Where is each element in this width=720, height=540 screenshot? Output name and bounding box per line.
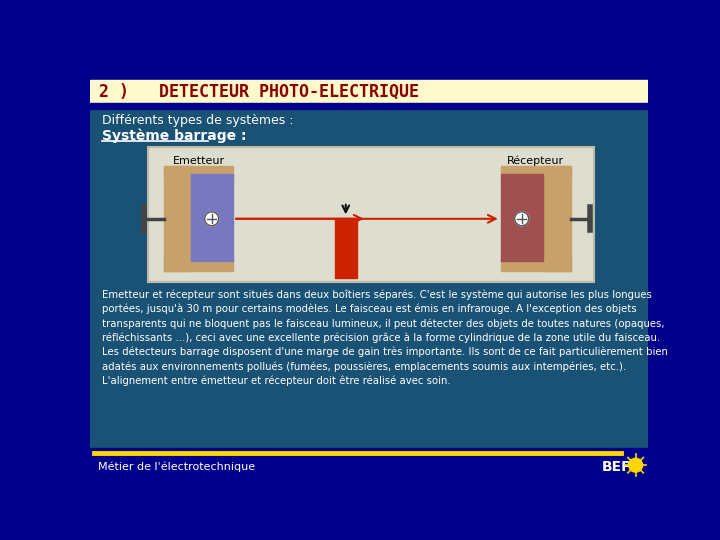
Bar [163,257,233,271]
Bar [544,166,570,271]
Bar [500,166,570,180]
Bar [191,174,233,261]
Bar [335,219,356,278]
Bar [500,174,544,261]
Bar [90,103,648,109]
Bar [90,65,648,80]
Circle shape [204,212,219,226]
Bar [163,166,191,271]
Text: 2 )   DETECTEUR PHOTO-ELECTRIQUE: 2 ) DETECTEUR PHOTO-ELECTRIQUE [99,83,419,101]
Text: Récepteur: Récepteur [507,156,564,166]
Bar [90,448,648,481]
Text: Différents types de systèmes :: Différents types de systèmes : [102,114,293,127]
Bar [148,147,594,282]
Bar [163,166,233,180]
Text: BEP: BEP [601,460,632,474]
Bar [500,257,570,271]
Text: Emetteur et récepteur sont situés dans deux boîtiers séparés. C'est le système q: Emetteur et récepteur sont situés dans d… [102,289,667,386]
Circle shape [629,458,642,472]
Circle shape [515,212,528,226]
Bar [90,80,648,103]
Text: Emetteur: Emetteur [172,156,225,166]
Text: Métier de l'électrotechnique: Métier de l'électrotechnique [98,462,255,472]
Text: Système barrage :: Système barrage : [102,129,246,143]
